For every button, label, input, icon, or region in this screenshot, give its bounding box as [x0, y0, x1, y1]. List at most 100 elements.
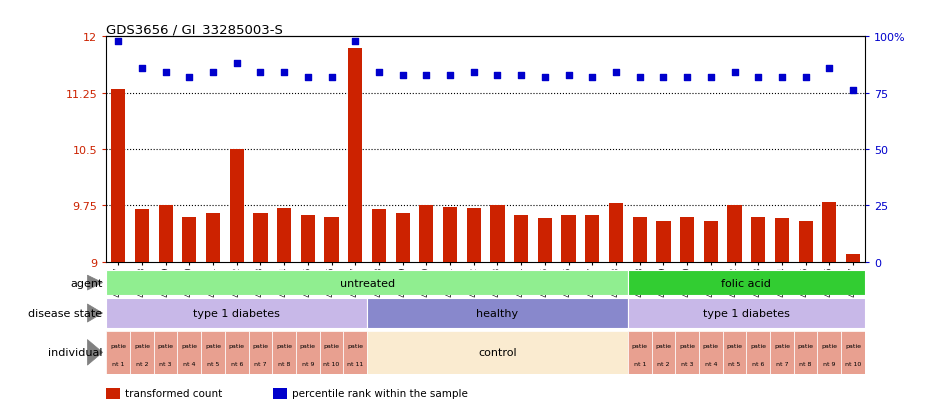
Point: [727, 70, 742, 76]
Point: [656, 74, 671, 81]
Text: patie: patie: [845, 344, 861, 349]
Point: [561, 72, 576, 79]
Bar: [229, 150, 244, 262]
Bar: [586, 216, 599, 262]
Point: [111, 38, 126, 45]
Text: patie: patie: [774, 344, 790, 349]
Point: [277, 70, 291, 76]
Point: [324, 74, 339, 81]
Text: nt 3: nt 3: [681, 361, 694, 366]
Text: patie: patie: [157, 344, 174, 349]
Text: nt 9: nt 9: [302, 361, 314, 366]
Bar: [272, 331, 296, 374]
Bar: [296, 331, 320, 374]
Text: nt 7: nt 7: [776, 361, 788, 366]
Point: [348, 38, 363, 45]
Text: GDS3656 / GI_33285003-S: GDS3656 / GI_33285003-S: [106, 23, 283, 36]
Bar: [822, 202, 836, 262]
Bar: [178, 331, 202, 374]
Text: patie: patie: [679, 344, 695, 349]
Bar: [490, 206, 505, 262]
Bar: [794, 331, 818, 374]
Text: nt 9: nt 9: [823, 361, 835, 366]
Text: nt 5: nt 5: [207, 361, 219, 366]
Bar: [325, 217, 339, 262]
Bar: [633, 217, 647, 262]
Bar: [367, 298, 628, 328]
Point: [798, 74, 813, 81]
Bar: [818, 331, 841, 374]
Point: [395, 72, 410, 79]
Polygon shape: [87, 275, 103, 290]
Bar: [135, 210, 149, 262]
Bar: [628, 331, 651, 374]
Bar: [396, 214, 410, 262]
Bar: [253, 214, 267, 262]
Text: nt 10: nt 10: [324, 361, 339, 366]
Text: nt 4: nt 4: [705, 361, 717, 366]
Bar: [651, 331, 675, 374]
Text: nt 4: nt 4: [183, 361, 195, 366]
Text: nt 2: nt 2: [657, 361, 670, 366]
Text: folic acid: folic acid: [722, 278, 771, 288]
Bar: [367, 331, 628, 374]
Text: disease state: disease state: [29, 308, 103, 318]
Bar: [561, 216, 575, 262]
Bar: [841, 331, 865, 374]
Point: [845, 88, 860, 95]
Point: [134, 65, 149, 72]
Text: healthy: healthy: [476, 308, 519, 318]
Point: [182, 74, 197, 81]
Text: nt 1: nt 1: [634, 361, 646, 366]
Text: type 1 diabetes: type 1 diabetes: [193, 308, 280, 318]
Bar: [225, 331, 249, 374]
Bar: [130, 331, 154, 374]
Bar: [466, 208, 481, 262]
Bar: [722, 331, 746, 374]
Bar: [273, 388, 287, 399]
Polygon shape: [87, 340, 103, 365]
Text: nt 7: nt 7: [254, 361, 266, 366]
Text: nt 6: nt 6: [230, 361, 243, 366]
Text: patie: patie: [205, 344, 221, 349]
Point: [585, 74, 599, 81]
Bar: [746, 331, 770, 374]
Text: patie: patie: [750, 344, 766, 349]
Bar: [106, 298, 367, 328]
Bar: [372, 210, 386, 262]
Text: agent: agent: [70, 278, 103, 288]
Point: [513, 72, 528, 79]
Bar: [343, 331, 367, 374]
Bar: [751, 217, 765, 262]
Text: nt 8: nt 8: [799, 361, 812, 366]
Text: patie: patie: [324, 344, 339, 349]
Bar: [675, 331, 699, 374]
Point: [822, 65, 837, 72]
Text: patie: patie: [347, 344, 364, 349]
Bar: [680, 217, 694, 262]
Text: nt 10: nt 10: [845, 361, 861, 366]
Text: patie: patie: [703, 344, 719, 349]
Text: individual: individual: [48, 347, 103, 358]
Point: [253, 70, 268, 76]
Text: untreated: untreated: [339, 278, 395, 288]
Bar: [202, 331, 225, 374]
Text: patie: patie: [228, 344, 245, 349]
Bar: [206, 214, 220, 262]
Bar: [443, 207, 457, 262]
Point: [537, 74, 552, 81]
Text: patie: patie: [253, 344, 268, 349]
Bar: [704, 221, 718, 262]
Bar: [182, 217, 196, 262]
Bar: [775, 219, 789, 262]
Text: patie: patie: [821, 344, 837, 349]
Point: [703, 74, 718, 81]
Text: nt 1: nt 1: [112, 361, 125, 366]
Text: patie: patie: [632, 344, 648, 349]
Text: transformed count: transformed count: [126, 388, 223, 399]
Bar: [419, 206, 434, 262]
Text: patie: patie: [181, 344, 197, 349]
Bar: [278, 208, 291, 262]
Bar: [798, 221, 813, 262]
Bar: [609, 204, 623, 262]
